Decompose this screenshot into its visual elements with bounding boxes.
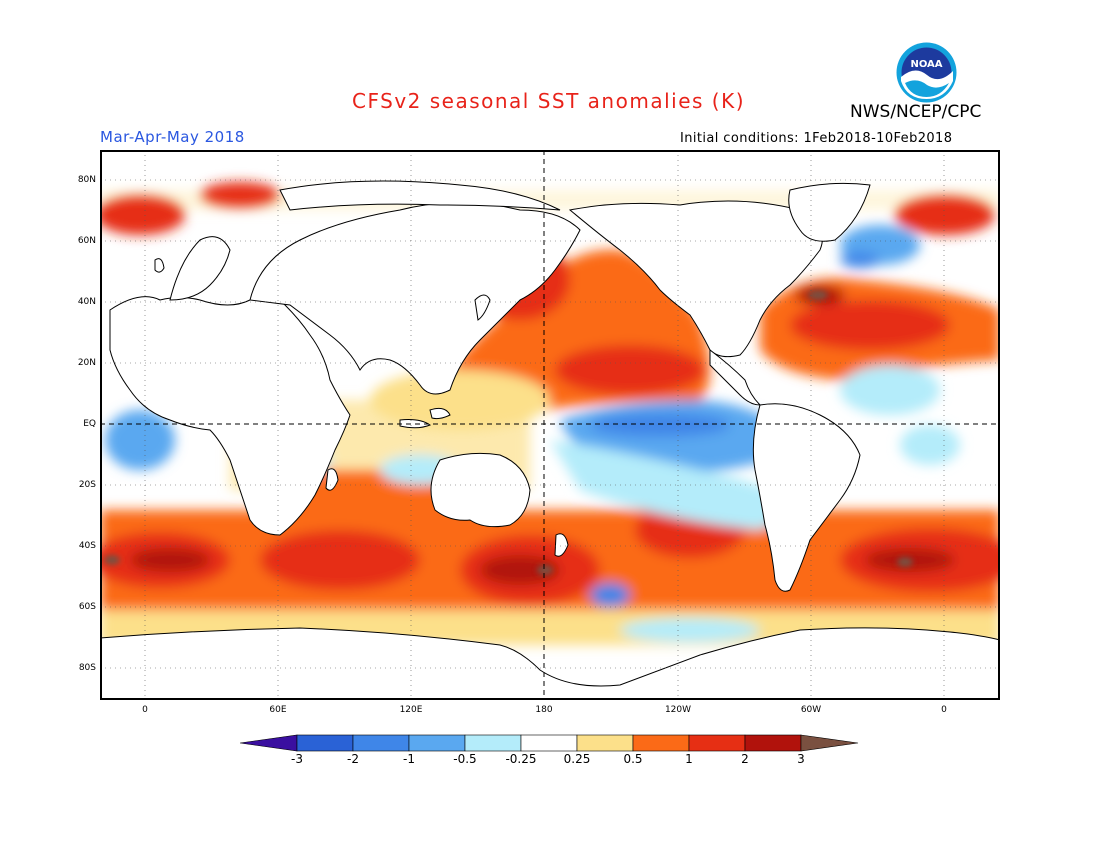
colorbar-label: 0.25 xyxy=(563,752,591,766)
lat-label: 40S xyxy=(78,541,96,551)
continents xyxy=(100,180,1000,700)
colorbar-swatch xyxy=(296,734,354,752)
colorbar-arrow-low xyxy=(239,734,298,752)
agency-label: NWS/NCEP/CPC xyxy=(850,102,982,122)
colorbar-swatch xyxy=(576,734,634,752)
colorbar-label: -0.5 xyxy=(453,752,477,766)
lon-label: 60W xyxy=(800,705,822,715)
lat-label: 60N xyxy=(77,236,96,246)
lat-label: 20N xyxy=(77,358,96,368)
lon-label: 180 xyxy=(535,705,553,715)
lat-label: 20S xyxy=(78,480,96,490)
colorbar xyxy=(239,733,860,773)
lat-label: 60S xyxy=(78,602,96,612)
colorbar-swatch xyxy=(688,734,746,752)
sst-anomaly-map xyxy=(100,150,1000,700)
colorbar-label: 3 xyxy=(797,752,805,766)
season-label: Mar-Apr-May 2018 xyxy=(100,128,245,146)
gridlines xyxy=(100,150,1000,700)
noaa-logo-icon: NOAA xyxy=(895,41,958,104)
map-title: CFSv2 seasonal SST anomalies (K) xyxy=(352,89,745,113)
colorbar-swatch xyxy=(520,734,578,752)
colorbar-swatch xyxy=(632,734,690,752)
colorbar-label: -0.25 xyxy=(505,752,537,766)
colorbar-swatch xyxy=(408,734,466,752)
colorbar-swatch xyxy=(744,734,802,752)
colorbar-swatch xyxy=(352,734,410,752)
colorbar-arrow-high xyxy=(800,734,859,752)
lat-label: 40N xyxy=(77,297,96,307)
lon-label: 0 xyxy=(142,705,148,715)
lat-label: 80N xyxy=(77,175,96,185)
noaa-logo-text: NOAA xyxy=(910,59,942,70)
lon-label: 60E xyxy=(269,705,287,715)
colorbar-label: -1 xyxy=(403,752,415,766)
lat-label: EQ xyxy=(83,419,96,429)
initial-conditions-label: Initial conditions: 1Feb2018-10Feb2018 xyxy=(680,131,953,146)
colorbar-label: -3 xyxy=(291,752,303,766)
lon-label: 120W xyxy=(664,705,692,715)
colorbar-label: 1 xyxy=(685,752,693,766)
colorbar-label: 2 xyxy=(741,752,749,766)
colorbar-label: 0.5 xyxy=(623,752,643,766)
colorbar-label: -2 xyxy=(347,752,359,766)
lon-label: 0 xyxy=(941,705,947,715)
colorbar-swatch xyxy=(464,734,522,752)
lat-label: 80S xyxy=(78,663,96,673)
lon-label: 120E xyxy=(399,705,423,715)
